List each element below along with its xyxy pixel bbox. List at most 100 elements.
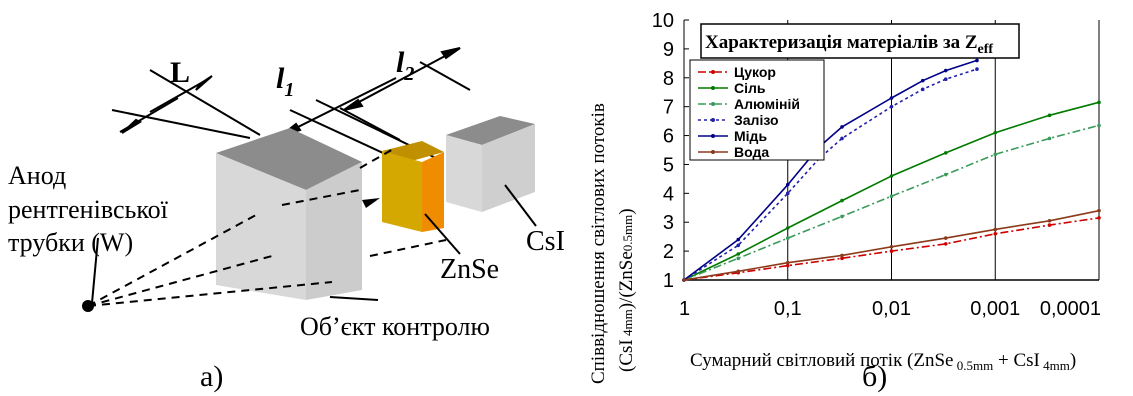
dim-l1-label: l1: [276, 62, 294, 101]
series-point-4: [736, 237, 741, 242]
series-point-3: [975, 67, 979, 71]
object-block: [216, 128, 362, 300]
series-point-5: [889, 244, 894, 249]
series-point-3: [889, 104, 894, 109]
series-point-2: [943, 172, 948, 177]
series-point-4: [785, 182, 790, 187]
legend-box: [689, 59, 825, 161]
series-point-2: [840, 214, 844, 219]
series-line-2: [683, 124, 1100, 281]
legend-label-0: Цукор: [734, 64, 776, 80]
legend: Характеризація матеріалів за Zeff ЦукорС…: [689, 23, 1020, 161]
series-point-5: [682, 278, 686, 282]
series-point-0: [840, 256, 844, 261]
xray-beams: [87, 147, 447, 307]
dimension-l2: [339, 47, 471, 141]
x-tick-label: 0,0001: [1040, 298, 1101, 320]
y-axis-label-line2: (CsI 4mm)/(ZnSe0.5mm): [616, 208, 637, 372]
x-tick-labels: 1 0,1 0,01 0,001 0,0001: [679, 298, 1101, 320]
series-point-4: [920, 78, 925, 83]
series-point-4: [840, 125, 844, 129]
series-line-3: [683, 68, 978, 281]
anode-label-line1: Анод: [8, 161, 66, 190]
plot-series: [682, 58, 1101, 282]
beam-arrowhead: [362, 198, 380, 208]
y-tick-label: 8: [663, 68, 674, 90]
legend-marker-4: [711, 134, 715, 138]
series-point-1: [1097, 100, 1101, 105]
series-point-0: [785, 263, 790, 268]
dim-L-label: L: [170, 56, 190, 89]
series-point-4: [975, 58, 979, 63]
series-point-0: [993, 231, 998, 236]
y-tick-label: 4: [663, 183, 674, 205]
series-point-1: [993, 130, 998, 135]
series-point-5: [1047, 218, 1052, 223]
series-point-5: [1097, 208, 1101, 213]
legend-marker-2: [711, 102, 715, 106]
y-tick-label: 3: [663, 212, 674, 234]
series-point-3: [736, 243, 741, 248]
y-tick-label: 7: [663, 97, 674, 119]
anode-point: [82, 300, 94, 312]
series-point-3: [840, 136, 844, 141]
y-axis-label-line1: Співвідношення світлових потоків: [588, 103, 609, 384]
series-point-2: [736, 256, 741, 261]
csi-leader: [504, 184, 537, 227]
legend-label-4: Мідь: [734, 128, 767, 144]
y-tick-label: 9: [663, 39, 674, 61]
object-leader: [329, 296, 379, 301]
y-tick-label: 5: [663, 154, 674, 176]
dimension-L: [111, 69, 261, 139]
csi-block: [446, 116, 535, 212]
series-point-1: [785, 226, 790, 230]
series-point-5: [736, 269, 741, 274]
series-point-3: [920, 87, 925, 92]
series-point-2: [889, 194, 894, 199]
series-point-1: [889, 174, 894, 178]
panel-a-diagram: L l1 l2: [8, 46, 565, 393]
y-tick-label: 2: [663, 241, 674, 263]
legend-label-5: Вода: [734, 144, 769, 160]
series-point-4: [889, 96, 894, 100]
legend-marker-3: [711, 118, 715, 122]
legend-title-box: [700, 23, 1020, 59]
object-label: Об’єкт контролю: [300, 312, 490, 341]
csi-label: CsI: [526, 226, 565, 257]
series-point-1: [840, 198, 844, 203]
znse-label: ZnSe: [440, 254, 499, 285]
series-point-2: [993, 152, 998, 157]
x-tick-label: 1: [679, 298, 690, 320]
series-point-5: [943, 236, 948, 240]
legend-marker-1: [711, 86, 715, 90]
series-point-1: [1047, 113, 1052, 118]
anode-label-line2: рентгенівської: [8, 195, 169, 224]
anode-leader: [91, 237, 99, 304]
legend-label-1: Сіль: [734, 80, 766, 96]
panel-b-label: б): [862, 360, 887, 393]
panel-b-chart: Співвідношення світлових потоків (CsI 4m…: [588, 10, 1101, 393]
y-tick-label: 1: [663, 270, 674, 292]
legend-marker-0: [711, 70, 715, 74]
x-axis-label: Сумарний світловий потік (ZnSe 0.5mm + C…: [690, 350, 1076, 373]
series-point-2: [1047, 136, 1052, 141]
panel-a-label: а): [200, 360, 223, 393]
x-tick-label: 0,001: [970, 298, 1020, 320]
znse-leader: [424, 213, 461, 255]
legend-title: Характеризація матеріалів за Zeff: [705, 32, 993, 57]
y-tick-labels: 1 2 3 4 5 6 7 8 9 10: [652, 10, 674, 292]
series-point-5: [785, 260, 790, 265]
series-point-0: [1097, 216, 1101, 220]
series-point-2: [1097, 123, 1101, 128]
series-point-2: [785, 236, 790, 240]
znse-crystal: [382, 141, 444, 232]
y-tick-label: 10: [652, 10, 674, 32]
series-point-0: [1047, 223, 1052, 227]
x-tick-label: 0,01: [872, 298, 911, 320]
legend-label-3: Залізо: [734, 112, 779, 128]
dim-l2-label: l2: [396, 46, 414, 85]
anode-label-line3: трубки (W): [8, 228, 133, 257]
series-point-3: [943, 77, 948, 82]
y-tick-label: 6: [663, 126, 674, 148]
